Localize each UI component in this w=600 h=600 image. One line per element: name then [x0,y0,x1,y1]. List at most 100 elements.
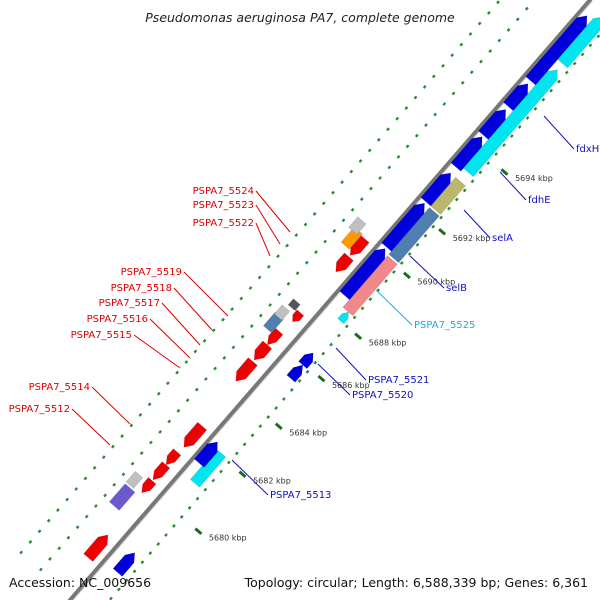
reverse-dot-ring [194,387,199,392]
forward-dot-ring [509,134,514,138]
forward-dot-ring [384,279,388,284]
accession-text: Accession: NC_009656 [9,575,152,590]
forward-gene [298,352,314,370]
forward-gene-label: selB [446,283,467,294]
reverse-dot-ring [479,59,483,64]
reverse-dot-ring [176,408,181,413]
forward-label-leader [463,209,491,239]
reverse-gene [292,309,305,323]
reverse-dot-ring [213,366,217,371]
cyan-gene [337,311,349,325]
outer-dot-ring [101,455,106,460]
outer-dot-ring [266,264,271,269]
outer-dot-ring [166,381,170,386]
kbp-scale: 5680 kbp 5682 kbp 5684 kbp 5686 kbp 5688 kbp… [194,168,553,543]
outer-dot-ring [468,32,473,36]
outer-dot-ring [413,95,418,100]
forward-dot-ring [109,596,113,600]
backbone-line [67,0,593,600]
grey-gene [273,304,291,321]
outer-dot-ring [285,243,289,248]
reverse-dot-ring [515,17,520,22]
forward-gene [450,136,483,172]
tick-5684-label: 5684 kbp [289,429,327,438]
forward-gene [478,109,507,140]
tick-dots [19,0,600,600]
forward-label-leader [409,255,445,289]
forward-dot-ring [337,333,341,338]
forward-dot-ring [431,224,436,229]
forward-dot-ring [274,406,278,411]
reverse-dot-ring [451,91,456,96]
outer-dot-ring [230,307,234,312]
outer-dot-ring [28,539,33,544]
reverse-label-leader [173,287,213,331]
forward-dot-ring [596,34,600,39]
forward-dot-ring [352,315,357,320]
forward-dot-ring [179,514,184,519]
forward-dot-ring [454,197,459,202]
tick-5694-label: 5694 kbp [515,174,553,183]
reverse-dot-ring [158,429,162,434]
forward-gene-label: PSPA7_5525 [414,320,475,331]
tick-5694-mark [500,168,509,176]
forward-dot-ring [439,215,443,220]
forward-dot-ring [289,387,294,392]
reverse-label-leader [71,408,111,446]
reverse-gene [152,461,171,481]
map-title: Pseudomonas aeruginosa PA7, complete gen… [145,10,455,25]
tick-5682-mark [238,470,247,479]
forward-gene [502,83,529,112]
forward-dot-ring [148,551,153,556]
reverse-dot-ring [405,144,410,149]
forward-dot-ring [203,487,208,492]
forward-dot-ring [368,297,373,302]
reverse-gene-label: PSPA7_5512 [9,404,70,415]
reverse-gene-label: PSPA7_5518 [111,283,172,294]
forward-dot-ring [517,124,522,129]
forward-dot-ring [494,152,498,157]
reverse-label-leader [149,318,191,359]
outer-dot-ring [211,328,216,333]
forward-dot-ring [266,415,271,420]
outer-dot-ring [487,10,491,15]
reverse-label-leader [255,222,271,257]
forward-dot-ring [242,442,247,447]
forward-label-leader [375,289,413,326]
reverse-dot-ring [323,239,327,244]
reverse-dot-ring [387,165,392,170]
forward-dot-ring [187,505,192,510]
reverse-dot-ring [396,154,401,159]
reverse-label-leader [91,386,131,425]
reverse-dot-ring [442,102,447,106]
forward-dot-ring [321,351,326,356]
reverse-dot-ring [259,313,263,318]
outer-dot-ring [441,63,445,68]
reverse-dot-ring [469,70,474,75]
reverse-gene-label: PSPA7_5522 [193,218,254,229]
reverse-dot-ring [314,250,318,255]
reverse-dot-ring [240,334,245,339]
outer-dot-ring [312,211,317,216]
steel-gene [388,207,440,264]
outer-dot-ring [358,159,363,163]
reverse-gene-label: PSPA7_5514 [29,382,90,393]
reverse-dot-ring [57,546,62,551]
forward-dot-ring [392,270,396,274]
cyan-gene [557,17,600,69]
outer-dot-ring [19,550,24,555]
gene-labels: PSPA7_5524 PSPA7_5523 PSPA7_5522 PSPA7_5519… [9,115,599,501]
reverse-dot-ring [268,303,272,307]
outer-dot-ring [303,222,308,227]
outer-dot-ring [349,169,354,174]
forward-dot-ring [172,523,176,528]
reverse-dot-ring [222,355,227,360]
forward-gene [112,552,136,577]
forward-dot-ring [399,261,404,265]
reverse-dot-ring [204,377,208,381]
tick-5688-label: 5688 kbp [369,338,407,347]
forward-dot-ring [250,433,255,438]
forward-label-leader [317,363,351,396]
grey-gene [125,470,144,489]
